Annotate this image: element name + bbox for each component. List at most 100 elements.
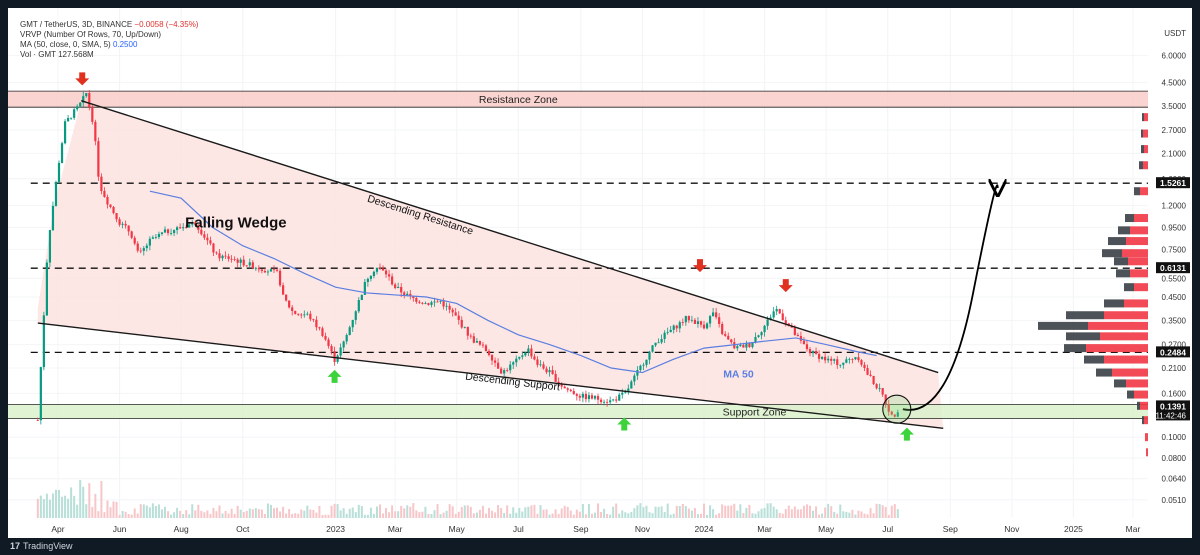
- volume-bar: [581, 504, 584, 518]
- volume-bar: [672, 513, 675, 518]
- candle-body: [621, 392, 624, 395]
- vrvp-indicator[interactable]: VRVP (Number Of Rows, 70, Up/Down): [20, 30, 162, 39]
- volume-bar: [648, 512, 651, 518]
- candle-body: [515, 358, 518, 363]
- candle-body: [233, 259, 236, 260]
- time-tick-label: May: [449, 524, 466, 534]
- volume-profile-up: [1124, 299, 1148, 308]
- volume-profile-up: [1104, 311, 1148, 320]
- candle-body: [397, 286, 400, 289]
- candle-body: [518, 356, 521, 359]
- volume-bar: [397, 511, 400, 518]
- volume-bar: [212, 507, 215, 518]
- volume-bar: [351, 507, 354, 518]
- volume-indicator[interactable]: Vol · GMT 127.568M: [20, 50, 94, 59]
- resistance-zone-label: Resistance Zone: [479, 94, 558, 106]
- candle-body: [487, 350, 491, 356]
- candle-body: [890, 411, 893, 415]
- candle-body: [294, 310, 297, 314]
- candle-body: [70, 117, 73, 119]
- time-tick-label: May: [818, 524, 835, 534]
- volume-bar: [842, 511, 845, 518]
- candle-body: [73, 109, 76, 118]
- candle-body: [624, 391, 627, 393]
- candle-body: [739, 345, 742, 347]
- volume-bar: [378, 504, 381, 518]
- volume-bar: [805, 504, 808, 518]
- volume-bar: [167, 511, 170, 518]
- volume-bar: [300, 509, 303, 518]
- ma-indicator[interactable]: MA (50, close, 0, SMA, 5) 0.2500: [20, 40, 138, 49]
- candle-body: [448, 305, 451, 310]
- volume-bar: [160, 509, 163, 518]
- volume-bar: [154, 505, 157, 518]
- candle-body: [266, 271, 270, 273]
- chart-legend: GMT / TetherUS, 3D, BINANCE −0.0058 (−4.…: [20, 20, 198, 60]
- candle-body: [112, 207, 115, 213]
- price-tag-label: 0.1391: [1160, 401, 1186, 411]
- candle-body: [257, 267, 260, 270]
- candle-body: [136, 243, 139, 251]
- candle-body: [675, 325, 678, 329]
- red-down-arrow-icon: [692, 259, 707, 273]
- candle-body: [593, 396, 597, 399]
- volume-bar: [584, 514, 587, 518]
- candle-body: [612, 399, 615, 401]
- candle-body: [372, 271, 376, 277]
- price-tick-label: 0.2100: [1162, 364, 1187, 373]
- volume-bar: [409, 506, 412, 518]
- candle-body: [424, 303, 427, 304]
- price-tag: [1156, 262, 1190, 274]
- candle-body: [887, 404, 890, 412]
- candle-body: [230, 258, 233, 260]
- candle-body: [118, 219, 121, 225]
- volume-bar: [775, 509, 778, 518]
- candle-body: [727, 335, 730, 340]
- volume-profile-down: [1114, 257, 1128, 266]
- volume-bar: [327, 514, 330, 518]
- volume-bar: [639, 503, 642, 518]
- candle-body: [830, 358, 833, 361]
- volume-bar: [236, 505, 239, 518]
- volume-profile-up: [1088, 321, 1148, 330]
- volume-bar: [194, 510, 197, 518]
- candle-body: [748, 343, 751, 348]
- candle-body: [651, 345, 654, 352]
- volume-value: 127.568M: [58, 50, 94, 59]
- volume-bar: [163, 506, 166, 518]
- candle-body: [409, 293, 412, 296]
- volume-bar: [79, 480, 82, 518]
- price-tick-label: 0.0510: [1162, 496, 1187, 505]
- volume-bar: [288, 509, 291, 518]
- time-tick-label: Mar: [388, 524, 403, 534]
- price-tag: [1156, 400, 1190, 421]
- volume-bar: [436, 504, 439, 518]
- volume-bar: [684, 506, 687, 518]
- candle-body: [639, 365, 642, 371]
- tradingview-brand[interactable]: 17 TradingView: [10, 541, 73, 551]
- volume-bar: [872, 513, 875, 518]
- volume-profile-up: [1146, 448, 1148, 457]
- volume-profile-down: [1066, 311, 1104, 320]
- volume-bar: [721, 504, 724, 518]
- volume-bar: [406, 505, 409, 518]
- volume-profile-down: [1116, 269, 1130, 278]
- candle-body: [496, 362, 500, 369]
- volume-bar: [109, 507, 112, 518]
- volume-bar: [787, 505, 790, 518]
- candle-body: [163, 229, 167, 233]
- candle-body: [536, 359, 539, 365]
- volume-bar: [139, 504, 142, 518]
- candle-body: [711, 312, 715, 317]
- candle-body: [630, 381, 633, 389]
- volume-bar: [669, 514, 672, 518]
- volume-bar: [61, 496, 64, 518]
- candle-body: [54, 181, 58, 206]
- volume-bar: [760, 508, 763, 518]
- candle-body: [85, 93, 88, 97]
- volume-bar: [394, 511, 397, 518]
- candle-body: [781, 313, 784, 321]
- candle-body: [418, 301, 421, 303]
- candle-body: [503, 370, 506, 374]
